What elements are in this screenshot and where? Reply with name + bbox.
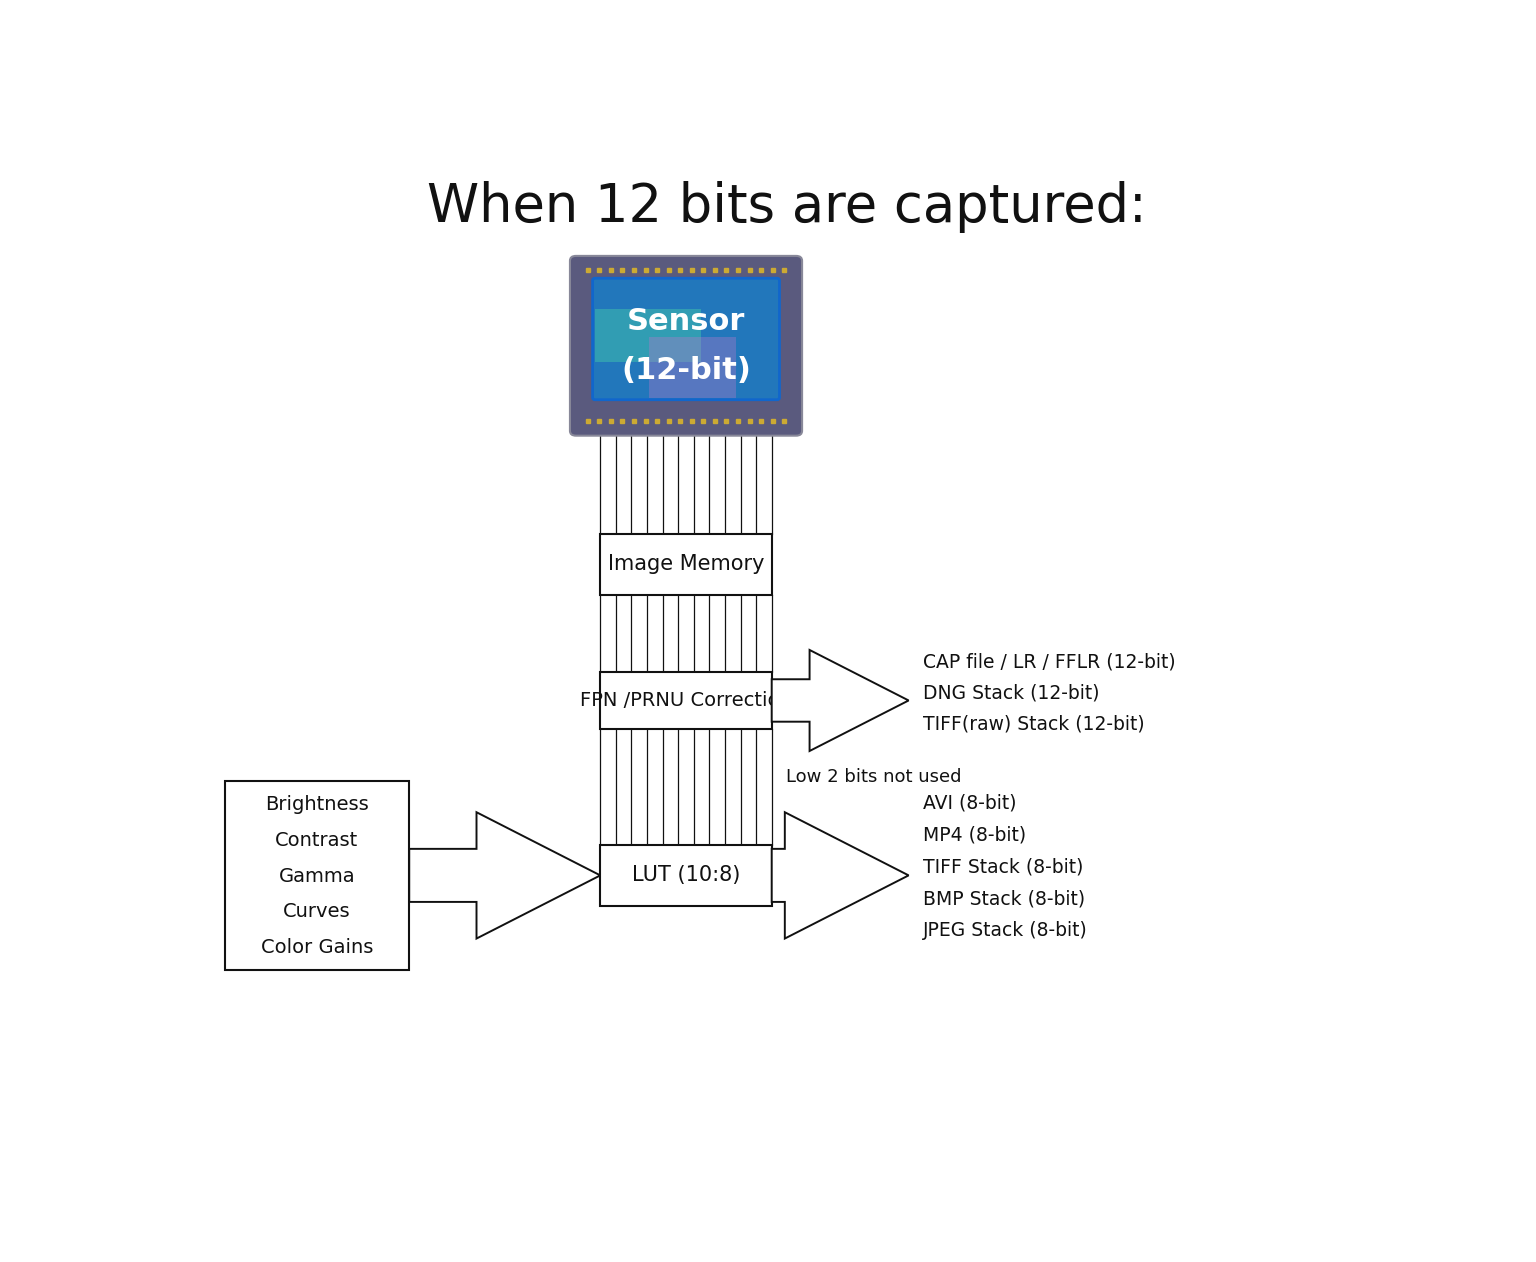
Text: Curves: Curves	[283, 902, 350, 921]
Bar	[594, 309, 700, 362]
Text: LUT (10:8): LUT (10:8)	[631, 866, 740, 886]
FancyBboxPatch shape	[593, 278, 779, 400]
Text: BMP Stack (8-bit): BMP Stack (8-bit)	[923, 890, 1084, 909]
Polygon shape	[771, 650, 909, 751]
Bar	[601, 846, 771, 906]
Text: TIFF Stack (8-bit): TIFF Stack (8-bit)	[923, 857, 1083, 876]
Text: Contrast: Contrast	[275, 832, 358, 851]
Text: CAP file / LR / FFLR (12-bit): CAP file / LR / FFLR (12-bit)	[923, 652, 1175, 671]
Polygon shape	[409, 813, 601, 939]
Text: Image Memory: Image Memory	[608, 554, 765, 574]
Text: AVI (8-bit): AVI (8-bit)	[923, 793, 1017, 811]
Text: TIFF(raw) Stack (12-bit): TIFF(raw) Stack (12-bit)	[923, 714, 1144, 733]
Text: Color Gains: Color Gains	[261, 938, 373, 957]
Text: Gamma: Gamma	[278, 867, 355, 886]
Text: Brightness: Brightness	[266, 795, 369, 814]
Text: Sensor: Sensor	[627, 307, 745, 336]
Text: (12-bit): (12-bit)	[621, 356, 751, 385]
Text: When 12 bits are captured:: When 12 bits are captured:	[427, 180, 1147, 232]
Polygon shape	[771, 813, 909, 939]
Bar	[601, 534, 771, 594]
Bar	[224, 781, 409, 970]
FancyBboxPatch shape	[570, 256, 802, 435]
Text: Low 2 bits not used: Low 2 bits not used	[786, 769, 962, 786]
Text: JPEG Stack (8-bit): JPEG Stack (8-bit)	[923, 921, 1087, 940]
Text: DNG Stack (12-bit): DNG Stack (12-bit)	[923, 683, 1100, 702]
Bar	[601, 673, 771, 728]
Text: FPN /PRNU Correction: FPN /PRNU Correction	[581, 692, 793, 711]
Bar	[648, 337, 736, 398]
Text: MP4 (8-bit): MP4 (8-bit)	[923, 825, 1026, 844]
